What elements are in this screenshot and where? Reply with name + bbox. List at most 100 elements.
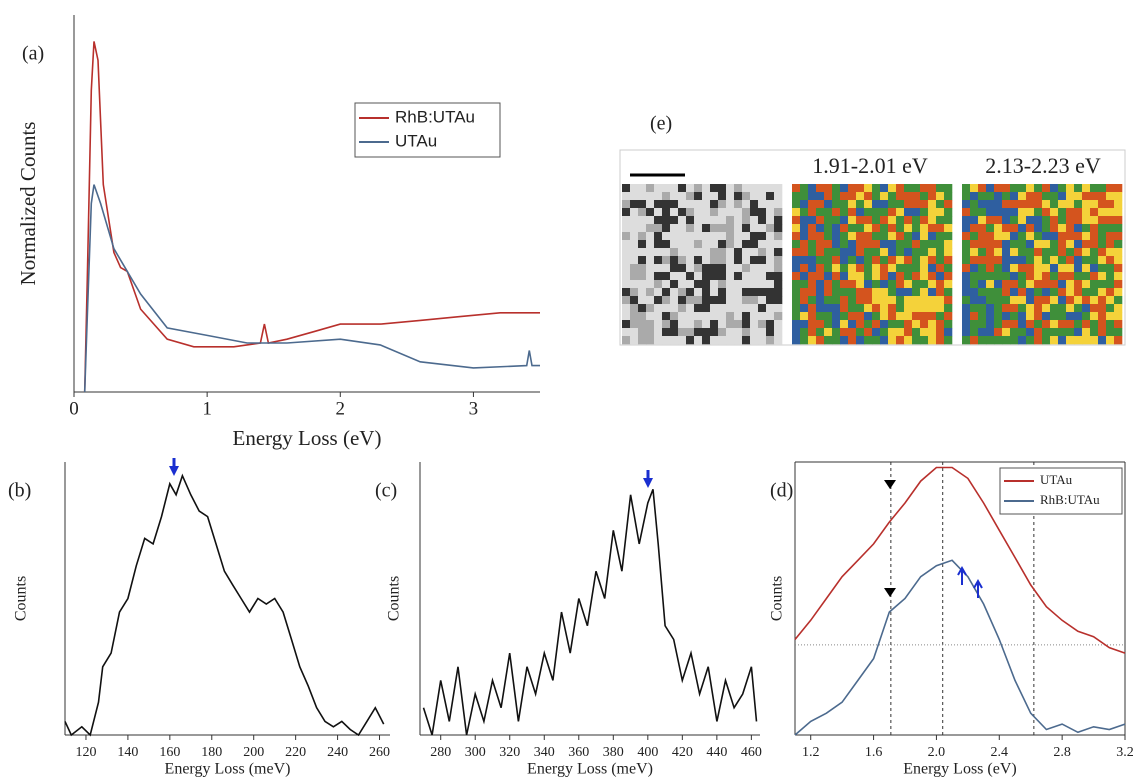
image-cell xyxy=(904,280,913,289)
image-cell xyxy=(832,256,841,265)
image-cell xyxy=(880,224,889,233)
image-cell xyxy=(986,264,995,273)
image-cell xyxy=(758,296,767,305)
image-cell xyxy=(936,296,945,305)
image-cell xyxy=(1026,336,1035,345)
image-cell xyxy=(1074,256,1083,265)
image-cell xyxy=(904,248,913,257)
image-cell xyxy=(638,280,647,289)
image-cell xyxy=(1098,208,1107,217)
image-cell xyxy=(1058,200,1067,209)
image-cell xyxy=(622,320,631,329)
image-cell xyxy=(742,336,751,345)
image-cell xyxy=(962,304,971,313)
image-cell xyxy=(1066,256,1075,265)
image-cell xyxy=(702,312,711,321)
image-cell xyxy=(888,248,897,257)
image-cell xyxy=(840,232,849,241)
image-cell xyxy=(1058,288,1067,297)
image-cell xyxy=(774,256,783,265)
image-cell xyxy=(962,272,971,281)
image-cell xyxy=(646,312,655,321)
image-cell xyxy=(848,288,857,297)
image-cell xyxy=(750,312,759,321)
image-cell xyxy=(1034,288,1043,297)
image-cell xyxy=(1098,288,1107,297)
image-cell xyxy=(1090,288,1099,297)
image-cell xyxy=(986,256,995,265)
map-label: 1.91-2.01 eV xyxy=(812,153,928,178)
image-cell xyxy=(962,200,971,209)
image-cell xyxy=(880,208,889,217)
x-tick-label: 2.8 xyxy=(1053,745,1071,760)
image-cell xyxy=(1018,288,1027,297)
map-label: 2.13-2.23 eV xyxy=(985,153,1101,178)
image-cell xyxy=(832,264,841,273)
image-cell xyxy=(1098,336,1107,345)
image-cell xyxy=(808,216,817,225)
image-cell xyxy=(758,248,767,257)
image-cell xyxy=(840,304,849,313)
image-cell xyxy=(864,192,873,201)
image-cell xyxy=(896,248,905,257)
image-cell xyxy=(1018,304,1027,313)
image-cell xyxy=(1074,328,1083,337)
image-cell xyxy=(978,184,987,193)
image-cell xyxy=(694,216,703,225)
x-tick-label: 2 xyxy=(336,398,346,419)
image-cell xyxy=(718,192,727,201)
image-cell xyxy=(994,280,1003,289)
image-cell xyxy=(792,232,801,241)
image-cell xyxy=(1098,264,1107,273)
image-cell xyxy=(920,336,929,345)
image-cell xyxy=(758,216,767,225)
image-cell xyxy=(1090,312,1099,321)
image-cell xyxy=(1042,264,1051,273)
image-cell xyxy=(662,304,671,313)
image-cell xyxy=(1090,184,1099,193)
image-cell xyxy=(880,184,889,193)
image-cell xyxy=(1066,232,1075,241)
image-cell xyxy=(758,336,767,345)
image-cell xyxy=(1082,216,1091,225)
image-cell xyxy=(758,264,767,273)
image-cell xyxy=(1018,328,1027,337)
image-cell xyxy=(766,232,775,241)
image-cell xyxy=(678,272,687,281)
image-cell xyxy=(986,280,995,289)
image-cell xyxy=(670,216,679,225)
image-cell xyxy=(936,328,945,337)
image-cell xyxy=(662,208,671,217)
image-cell xyxy=(896,232,905,241)
image-cell xyxy=(1026,312,1035,321)
arrow xyxy=(169,458,179,476)
image-cell xyxy=(994,200,1003,209)
image-cell xyxy=(978,240,987,249)
image-cell xyxy=(710,240,719,249)
image-cell xyxy=(904,272,913,281)
image-cell xyxy=(630,320,639,329)
image-cell xyxy=(718,264,727,273)
image-cell xyxy=(1098,232,1107,241)
image-cell xyxy=(920,184,929,193)
image-cell xyxy=(848,224,857,233)
image-cell xyxy=(904,192,913,201)
image-cell xyxy=(678,288,687,297)
x-tick-label: 200 xyxy=(243,745,264,760)
image-cell xyxy=(718,232,727,241)
image-cell xyxy=(1066,280,1075,289)
image-cell xyxy=(920,320,929,329)
image-cell xyxy=(1106,256,1115,265)
image-cell xyxy=(912,248,921,257)
legend-box xyxy=(999,467,1123,515)
image-cell xyxy=(1106,224,1115,233)
image-cell xyxy=(928,208,937,217)
image-cell xyxy=(856,192,865,201)
x-tick-label: 220 xyxy=(285,745,306,760)
image-cell xyxy=(774,320,783,329)
image-cell xyxy=(694,280,703,289)
image-cell xyxy=(1034,248,1043,257)
image-cell xyxy=(832,328,841,337)
image-cell xyxy=(880,320,889,329)
image-cell xyxy=(742,288,751,297)
